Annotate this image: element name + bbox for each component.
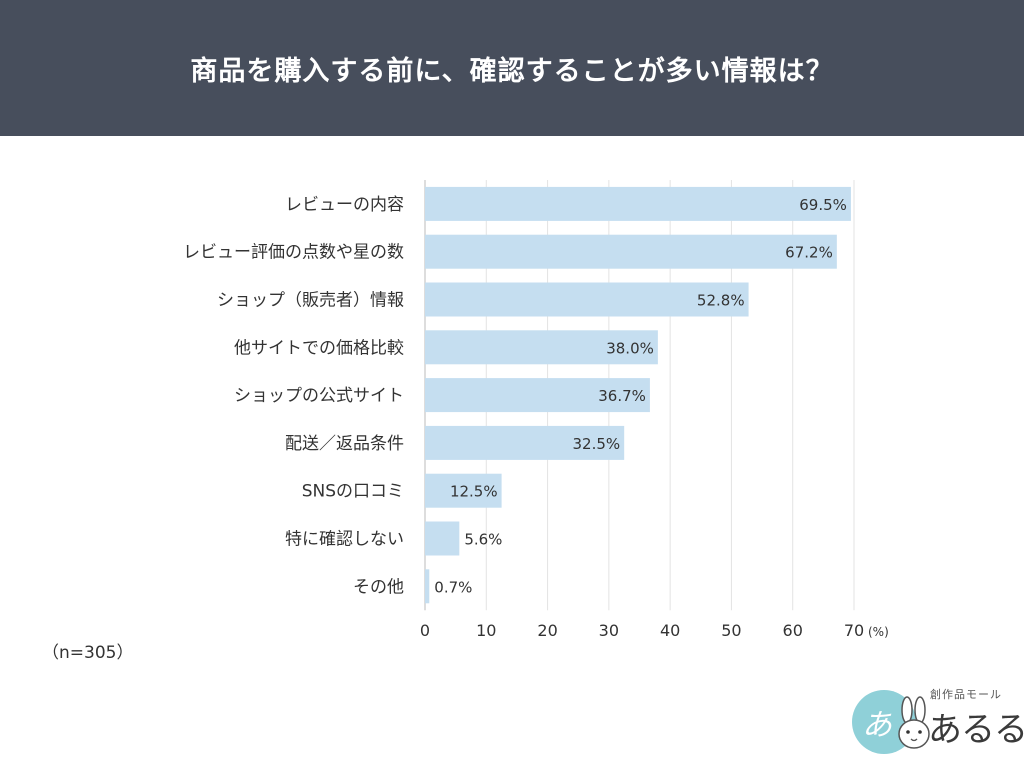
rabbit-icon — [898, 696, 930, 749]
bar — [425, 186, 851, 221]
chart-header: 商品を購入する前に、確認することが多い情報は？ — [0, 0, 1024, 136]
data-label: 38.0% — [606, 339, 654, 357]
x-tick-label: 60 — [783, 621, 803, 640]
category-label: ショップ（販売者）情報 — [217, 291, 404, 311]
x-tick-label: 30 — [599, 621, 619, 640]
sample-size-note: （n=305） — [42, 643, 134, 663]
category-label: その他 — [353, 577, 404, 597]
logo-subtitle: 創作品モール — [930, 688, 1002, 701]
bar — [425, 330, 658, 365]
bar — [425, 569, 430, 604]
bar — [425, 521, 460, 556]
bar — [425, 473, 502, 508]
x-tick-label: 0 — [420, 621, 430, 640]
bar — [425, 378, 650, 413]
data-label: 67.2% — [785, 244, 833, 262]
chart-title: 商品を購入する前に、確認することが多い情報は？ — [190, 55, 834, 87]
category-label: レビューの内容 — [285, 195, 404, 215]
data-label: 32.5% — [573, 435, 621, 453]
bar — [425, 282, 749, 317]
category-label: レビュー評価の点数や星の数 — [183, 243, 404, 263]
bar — [425, 425, 625, 460]
x-tick-label: 70 — [844, 621, 864, 640]
logo-mark: あ — [862, 708, 892, 743]
x-tick-label: 10 — [476, 621, 496, 640]
data-label: 52.8% — [697, 292, 745, 310]
data-label: 36.7% — [598, 387, 646, 405]
category-label: 配送／返品条件 — [285, 434, 404, 454]
category-label: SNSの口コミ — [302, 482, 404, 502]
logo-name: あるる — [928, 710, 1024, 750]
category-label: 特に確認しない — [285, 530, 404, 550]
brand-logo: あ 創作品モール あるる — [850, 682, 1024, 756]
x-tick-label: 20 — [537, 621, 557, 640]
data-label: 0.7% — [434, 578, 472, 596]
category-label: ショップの公式サイト — [234, 386, 404, 406]
x-unit-label: (%) — [868, 625, 889, 639]
x-tick-label: 40 — [660, 621, 680, 640]
data-label: 12.5% — [450, 483, 498, 501]
bar — [425, 234, 837, 269]
data-label: 5.6% — [464, 531, 502, 549]
data-label: 69.5% — [799, 196, 847, 214]
category-label: 他サイトでの価格比較 — [234, 338, 404, 358]
x-tick-label: 50 — [721, 621, 741, 640]
